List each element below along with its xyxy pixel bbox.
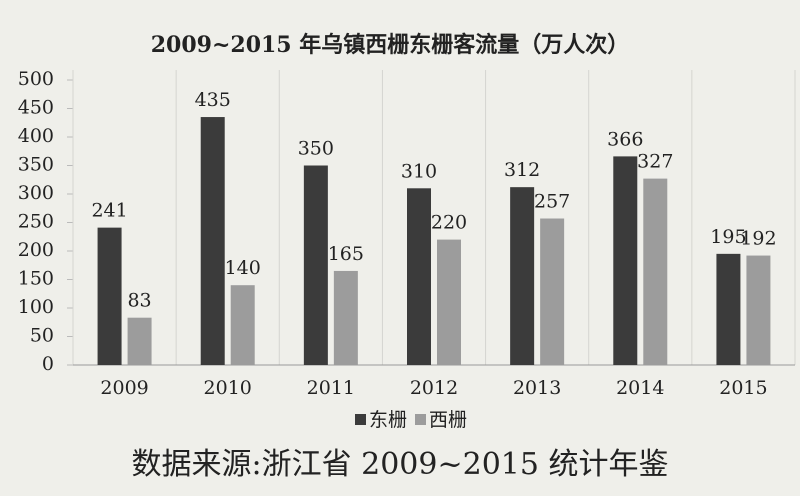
legend-label: 东栅 xyxy=(369,409,407,431)
bar xyxy=(333,270,358,365)
value-label: 220 xyxy=(431,212,467,234)
legend-swatch xyxy=(415,414,426,425)
bar xyxy=(97,227,122,365)
y-tick-label: 200 xyxy=(18,239,54,261)
bar xyxy=(716,253,741,365)
value-label: 241 xyxy=(91,200,127,222)
source-note: 数据来源:浙江省 2009~2015 统计年鉴 xyxy=(131,447,668,482)
bar xyxy=(540,218,565,365)
y-tick-label: 150 xyxy=(18,268,54,290)
bar xyxy=(746,255,771,365)
y-tick-label: 100 xyxy=(18,296,54,318)
value-label: 327 xyxy=(637,151,673,173)
bar xyxy=(437,239,461,365)
bar xyxy=(510,187,535,365)
bar xyxy=(613,156,638,365)
y-tick-label: 300 xyxy=(18,182,54,204)
value-label: 195 xyxy=(710,226,746,248)
legend-swatch xyxy=(355,414,366,425)
x-tick-label: 2011 xyxy=(307,377,355,399)
bar xyxy=(230,285,255,365)
y-tick-label: 350 xyxy=(18,154,54,176)
value-label: 350 xyxy=(298,138,334,160)
bar xyxy=(127,317,152,365)
value-label: 140 xyxy=(225,257,261,279)
legend-label: 西栅 xyxy=(429,409,467,431)
x-tick-label: 2010 xyxy=(204,377,252,399)
y-tick-label: 0 xyxy=(42,353,54,375)
y-tick-label: 250 xyxy=(18,211,54,233)
x-tick-label: 2014 xyxy=(616,377,664,399)
value-label: 257 xyxy=(534,191,570,213)
x-tick-label: 2009 xyxy=(100,377,148,399)
value-label: 192 xyxy=(740,228,776,250)
y-tick-label: 400 xyxy=(18,125,54,147)
value-label: 312 xyxy=(504,159,540,181)
y-tick-label: 50 xyxy=(30,325,54,347)
value-label: 83 xyxy=(127,290,151,312)
chart-title: 2009~2015 年乌镇西栅东栅客流量（万人次） xyxy=(151,32,630,58)
value-label: 366 xyxy=(607,128,643,150)
x-tick-label: 2013 xyxy=(513,377,561,399)
bar xyxy=(200,117,225,365)
value-label: 435 xyxy=(195,89,231,111)
bar xyxy=(643,178,668,365)
value-label: 165 xyxy=(328,243,364,265)
x-tick-label: 2012 xyxy=(410,377,458,399)
x-tick-label: 2015 xyxy=(719,377,767,399)
bar xyxy=(407,188,431,365)
y-tick-label: 500 xyxy=(18,68,54,90)
value-label: 310 xyxy=(401,160,437,182)
bar xyxy=(303,165,328,365)
y-tick-label: 450 xyxy=(18,97,54,119)
